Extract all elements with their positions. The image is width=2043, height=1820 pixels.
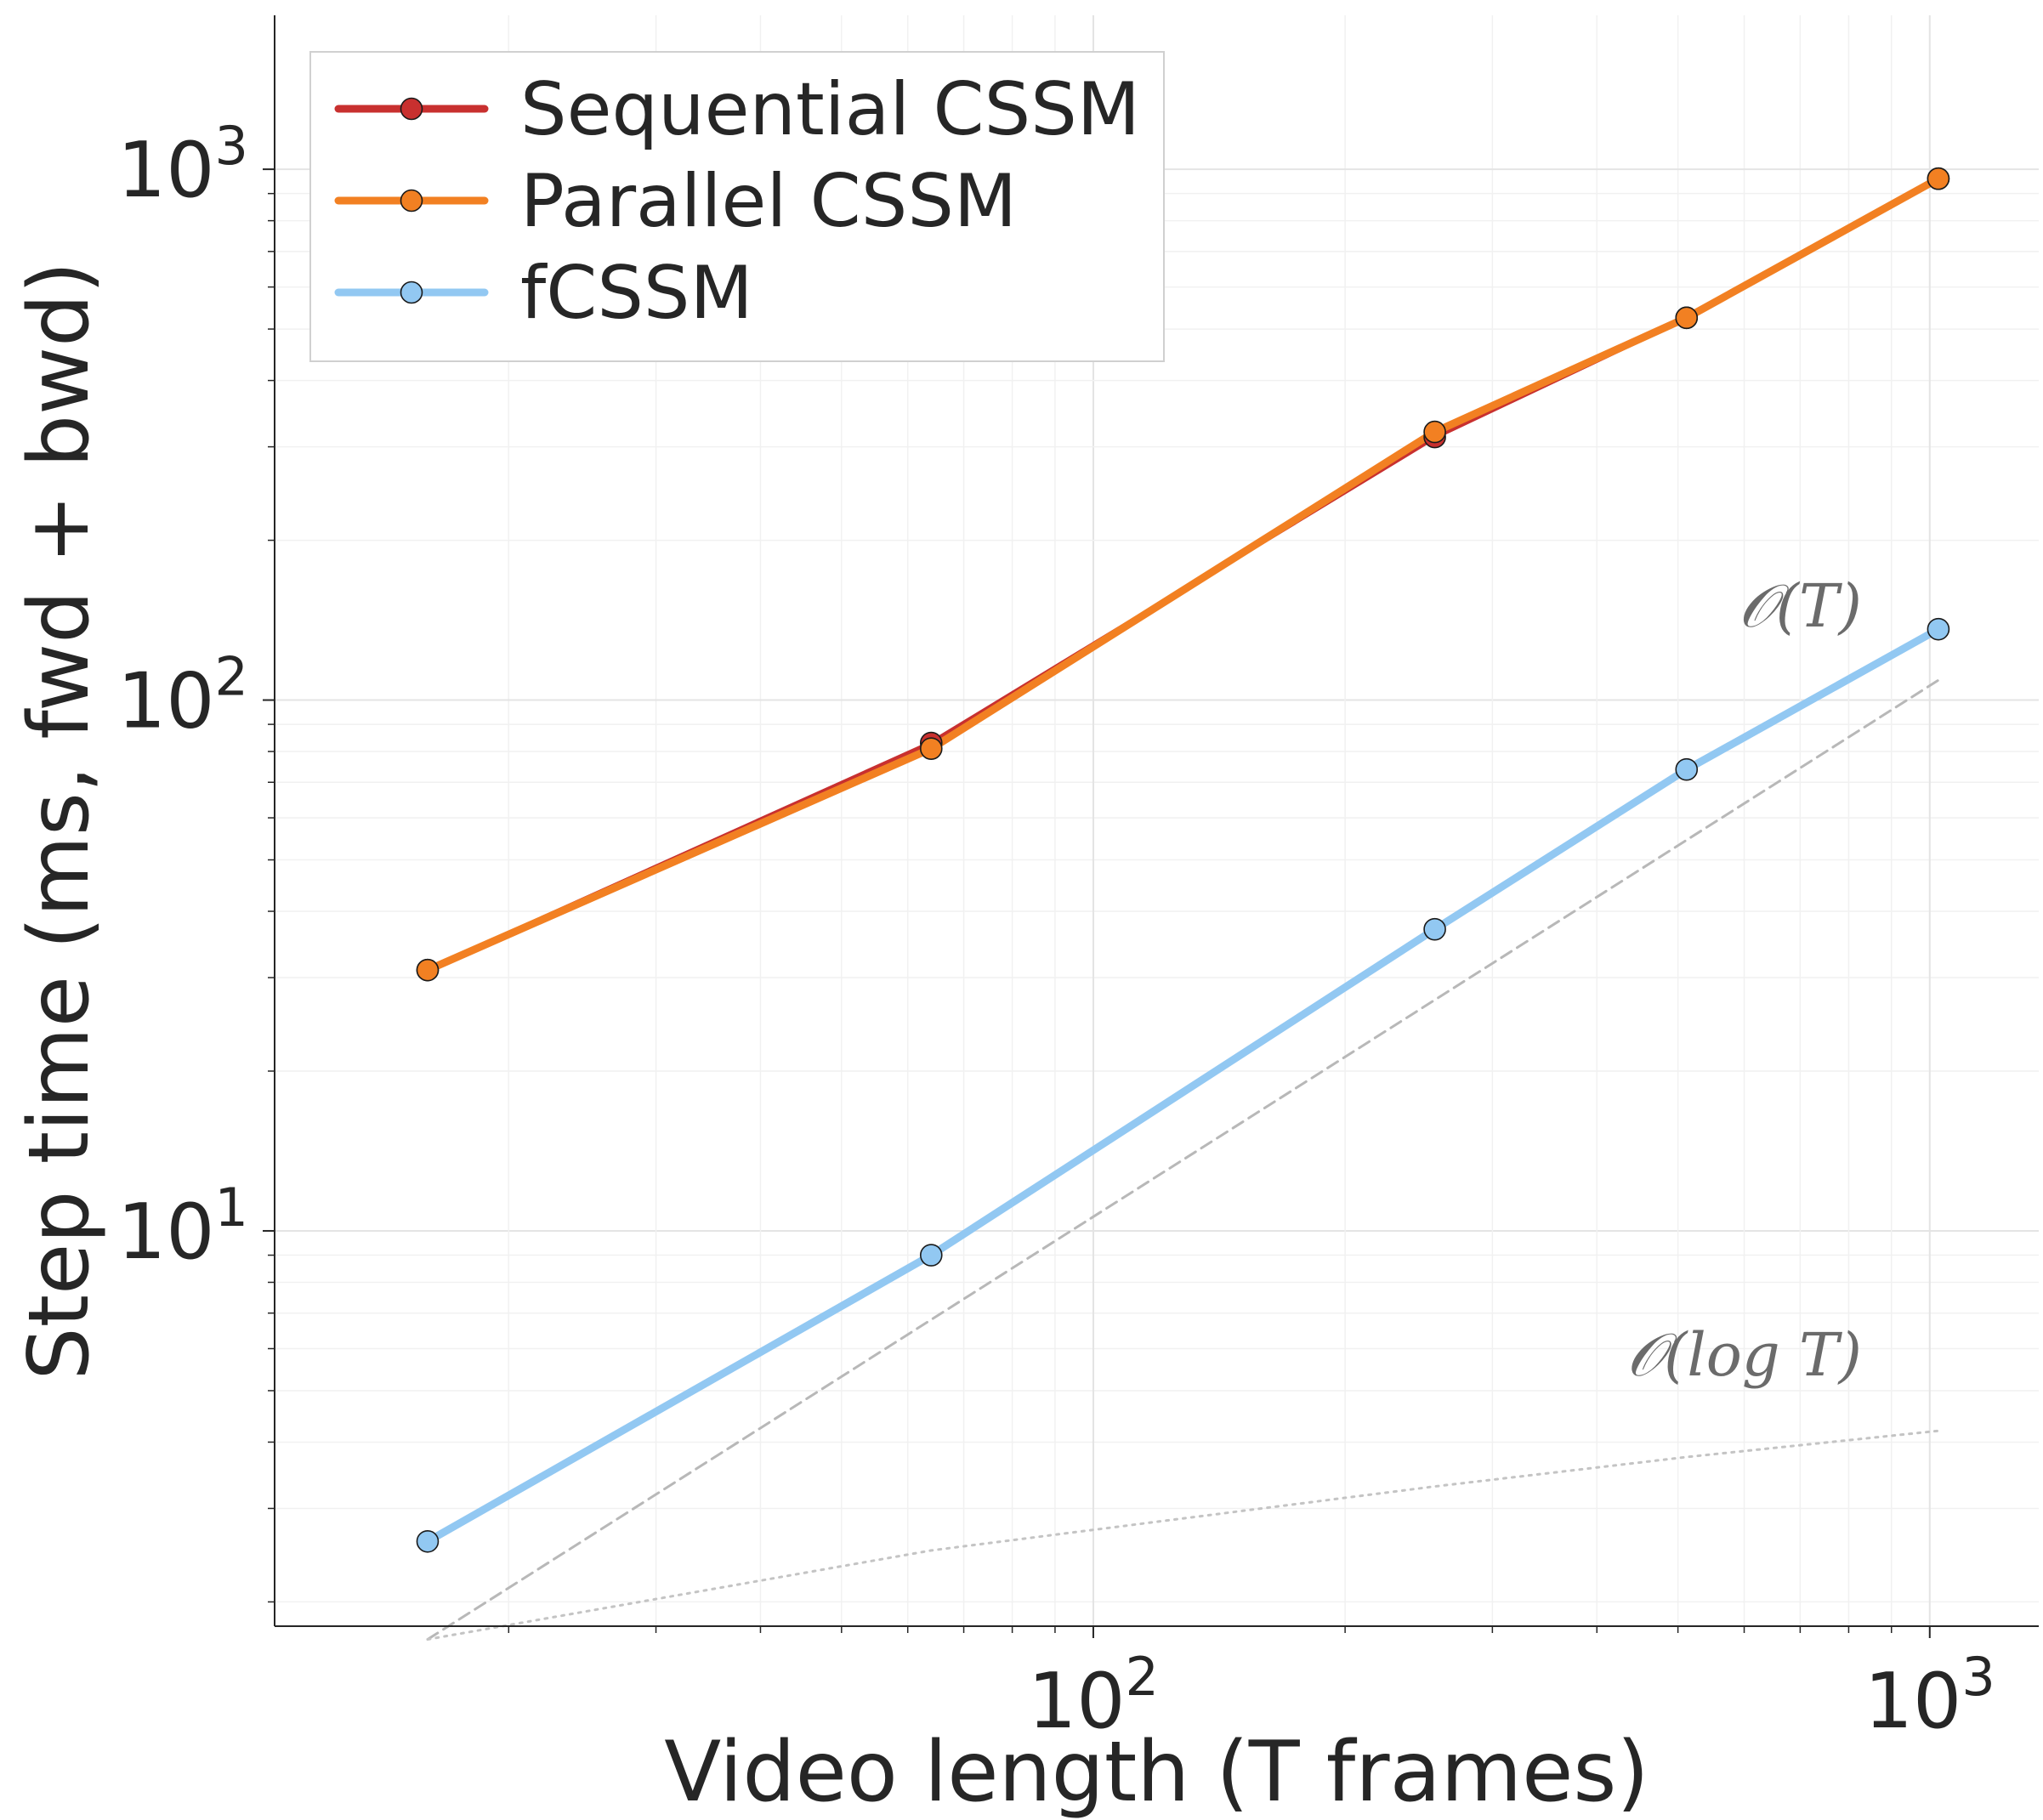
y-tick-label: 102 <box>117 646 248 746</box>
data-point <box>416 1529 440 1553</box>
data-point <box>919 1244 943 1267</box>
data-point <box>1675 757 1699 781</box>
data-point <box>1423 917 1446 941</box>
data-point <box>1675 306 1699 330</box>
ticks <box>263 168 1931 1638</box>
data-point <box>1423 420 1446 444</box>
y-tick-label: 103 <box>117 115 248 215</box>
data-point <box>1927 167 1950 190</box>
log-reference-line <box>426 1429 1940 1641</box>
legend-marker <box>400 189 423 213</box>
linear-reference-line <box>426 678 1940 1641</box>
grid <box>275 15 2039 1626</box>
legend-marker <box>400 281 423 304</box>
linear-reference-label: 𝒪(T) <box>1739 571 1862 641</box>
data-point <box>919 737 943 760</box>
legend-label: Sequential CSSM <box>520 67 1140 152</box>
x-tick-label: 103 <box>1864 1646 1995 1746</box>
annotations: 𝒪(T) 𝒪(log T) <box>1626 571 1862 1390</box>
legend-marker <box>400 97 423 121</box>
y-tick-label: 101 <box>117 1176 248 1277</box>
data-point <box>1927 617 1950 641</box>
log-reference-label: 𝒪(log T) <box>1626 1320 1862 1390</box>
reference-lines <box>426 678 1940 1641</box>
legend-box <box>309 51 1165 362</box>
legend-label: fCSSM <box>520 251 753 336</box>
legend-label: Parallel CSSM <box>520 159 1017 244</box>
data-point <box>416 958 440 982</box>
x-tick-label: 102 <box>1028 1646 1159 1746</box>
series-lines <box>416 167 1950 1553</box>
x-axis-title: Video length (T frames) <box>664 1724 1649 1820</box>
tick-labels: 102 103 101 102 103 <box>117 115 1995 1746</box>
y-axis-title: Step time (ms, fwd + bwd) <box>11 261 108 1380</box>
